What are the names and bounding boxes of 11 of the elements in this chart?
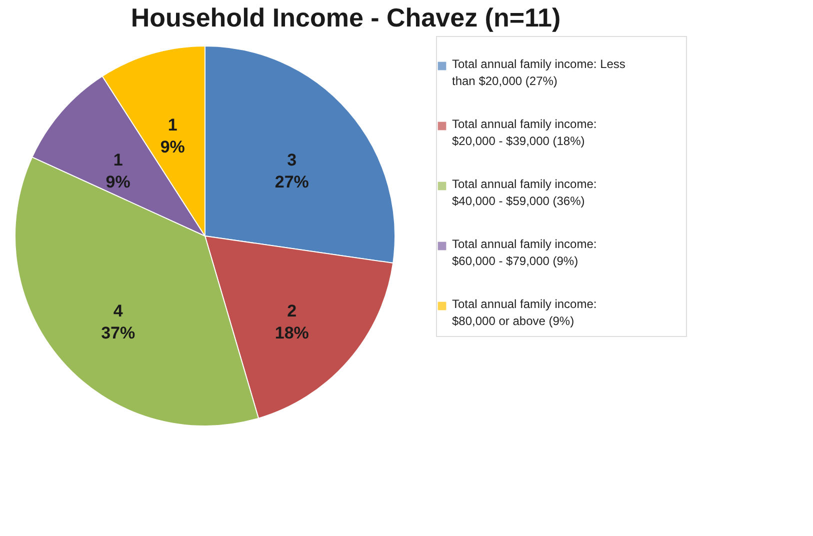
chart-title: Household Income - Chavez (n=11) <box>130 2 561 32</box>
legend-label: Total annual family income: $60,000 - $79,000 (9%) <box>452 237 597 268</box>
data-label: 3 27% <box>274 150 309 192</box>
legend-label: Total annual family income: Less than $20,000 (27%) <box>452 57 626 88</box>
data-label: 1 9% <box>160 116 185 157</box>
data-label: 1 9% <box>106 150 130 192</box>
legend-label: Total annual family income: $80,000 or above (9%) <box>452 297 597 328</box>
legend-label: Total annual family income: $20,000 - $39,000 (18%) <box>452 117 597 148</box>
legend-label: Total annual family income: $40,000 - $59,000 (36%) <box>452 177 597 208</box>
data-label: 4 37% <box>101 301 136 342</box>
data-label: 2 18% <box>274 301 309 342</box>
